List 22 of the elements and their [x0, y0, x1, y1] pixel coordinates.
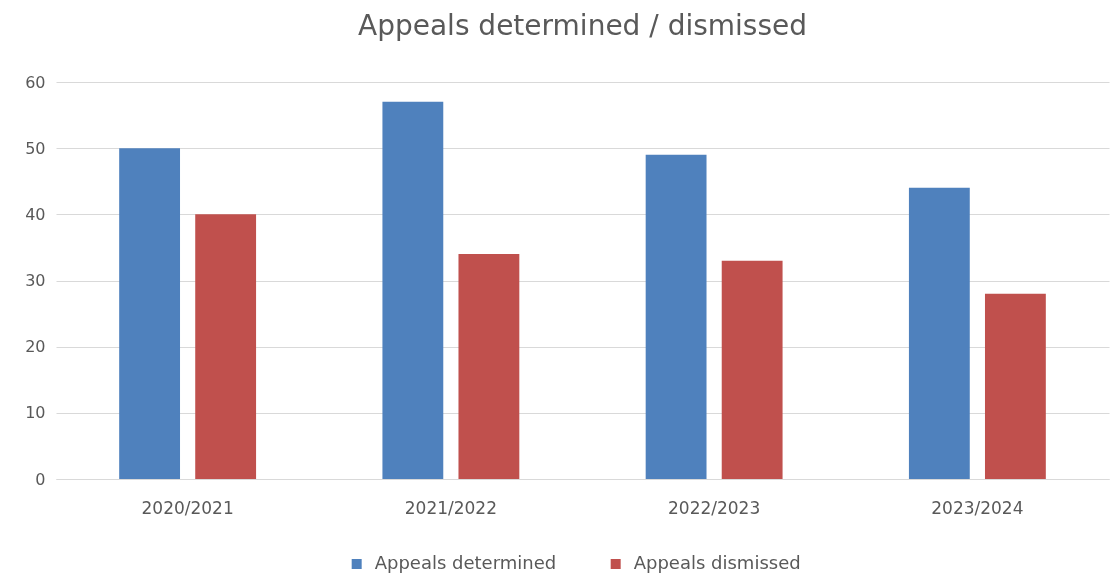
bar — [195, 214, 257, 479]
chart-title: Appeals determined / dismissed — [358, 9, 807, 42]
y-tick-label: 20 — [25, 337, 46, 357]
y-tick-label: 60 — [25, 72, 46, 92]
legend-label: Appeals dismissed — [633, 552, 801, 573]
x-tick-label: 2022/2023 — [667, 497, 761, 518]
y-tick-label: 50 — [25, 138, 46, 158]
x-tick-label: 2023/2024 — [931, 497, 1024, 518]
bar — [382, 101, 444, 479]
x-tick-label: 2021/2022 — [404, 497, 498, 518]
bar — [908, 187, 970, 479]
bar — [458, 254, 520, 479]
y-tick-label: 0 — [35, 469, 46, 489]
x-tick-label: 2020/2021 — [141, 497, 234, 518]
bar — [645, 154, 707, 479]
bar — [721, 260, 783, 479]
y-tick-label: 30 — [25, 271, 46, 290]
bar — [984, 293, 1046, 479]
bar — [119, 148, 181, 479]
y-tick-label: 40 — [25, 204, 46, 224]
legend-label: Appeals determined — [374, 552, 557, 573]
y-tick-label: 10 — [25, 403, 46, 423]
